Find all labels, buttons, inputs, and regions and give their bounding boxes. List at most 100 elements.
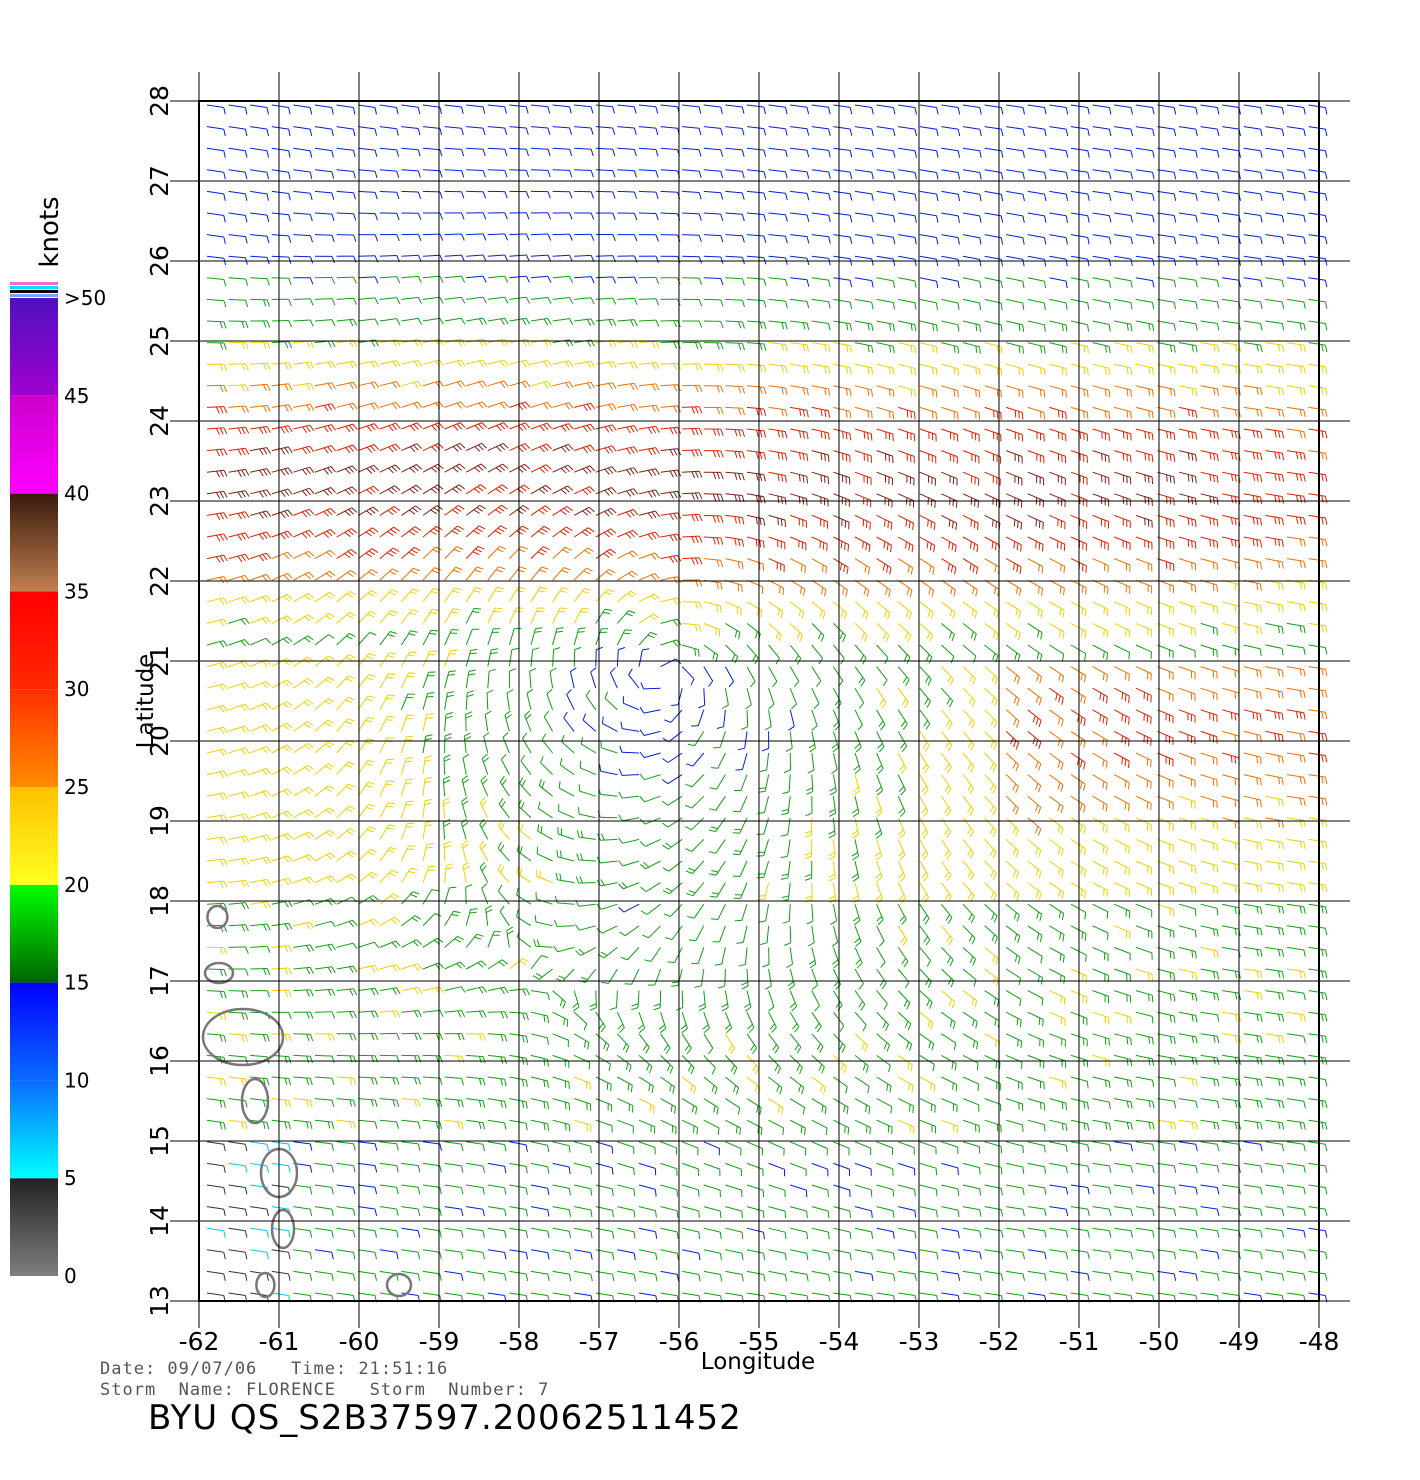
wind-barb-flag [930,612,934,620]
wind-barb-flag [241,533,246,540]
wind-barb-flag [698,1189,700,1197]
wind-barb-flag [392,988,397,995]
wind-barb-flag [223,748,228,756]
wind-barb [314,1011,333,1013]
wind-barb-flag [542,546,550,551]
wind-barb-flag [1015,586,1019,594]
wind-barb-flag [904,632,909,640]
wind-barb [697,709,705,726]
wind-barb [552,587,563,603]
wind-barb-flag [971,609,975,617]
wind-barb-flag [905,610,909,617]
wind-barb-flag [481,843,487,850]
wind-barb [622,860,640,867]
wind-barb [1178,1141,1196,1145]
wind-barb [854,1162,872,1170]
wind-barb [660,576,678,581]
wind-barb-flag [1038,1017,1041,1025]
wind-barb [552,1119,570,1125]
wind-barb [585,968,597,983]
wind-barb [293,614,309,624]
wind-barb-flag [499,545,507,550]
wind-barb [444,986,462,992]
wind-barb-flag [494,530,502,535]
wind-barb-flag [413,546,421,552]
wind-barb [789,947,793,965]
wind-barb-flag [989,784,994,791]
wind-barb-flag [603,532,610,538]
wind-barb-flag [658,1024,665,1030]
wind-barb-flag [1108,1102,1111,1110]
wind-barb-flag [521,779,526,787]
wind-barb [833,1119,849,1129]
wind-barb-flag [473,590,481,593]
wind-barb-flag [606,550,613,556]
wind-barb-flag [1080,889,1083,897]
wind-barb-flag [844,1125,846,1134]
wind-barb [962,925,976,939]
wind-barb [379,631,391,646]
wind-barb-flag [774,1064,779,1072]
wind-barb-flag [537,551,545,556]
wind-barb-flag [1121,714,1124,722]
wind-barb-flag [650,595,657,601]
wind-barb [984,903,998,917]
wind-barb-flag [374,1273,377,1281]
wind-barb [1308,644,1326,648]
wind-barb-flag [482,1100,486,1108]
wind-barb-flag [974,611,978,619]
wind-barb-flag [262,725,268,732]
wind-barb [357,848,371,862]
wind-barb [1005,990,1022,1000]
wind-barb-flag [975,567,979,575]
wind-barb [1308,1270,1326,1275]
wind-barb [552,1206,570,1211]
wind-barb [681,666,695,680]
wind-barb [1286,903,1304,908]
wind-barb-flag [1299,603,1302,611]
wind-barb-flag [1015,786,1019,793]
wind-barb [1286,1054,1304,1059]
wind-barb [293,721,308,732]
wind-barb [336,1249,354,1253]
wind-barb [443,757,446,775]
wind-barb-flag [1274,538,1277,546]
wind-barb-flag [951,1061,954,1069]
wind-barb-flag [547,1015,549,1024]
wind-barb [1049,752,1064,764]
wind-barb [228,617,245,624]
wind-barb-flag [846,1107,849,1115]
wind-barb-flag [455,566,463,571]
wind-barb-flag [408,551,415,557]
wind-barb [570,671,575,689]
wind-barb [941,1227,959,1232]
wind-barb-flag [266,856,272,864]
wind-barb-flag [929,543,932,551]
wind-barb [271,1270,289,1275]
wind-barb [768,1119,784,1129]
wind-barb-flag [368,874,375,879]
wind-barb [768,709,772,727]
wind-barb-flag [856,962,863,969]
wind-barb-flag [781,873,789,877]
wind-barb [444,1010,462,1013]
wind-barb [1092,860,1108,870]
wind-barb-flag [1321,862,1324,870]
wind-barb [1113,838,1130,848]
wind-barb-flag [606,1082,609,1090]
wind-barb-flag [1324,625,1328,633]
wind-barb [271,877,289,884]
wind-barb-flag [828,834,836,839]
wind-barb-flag [392,965,398,972]
wind-barb [573,587,585,603]
wind-barb [919,752,930,768]
wind-barb [509,958,524,970]
wind-barb-flag [1143,692,1145,700]
wind-barb [1092,752,1108,763]
wind-barb-flag [500,844,505,852]
wind-barb-flag [241,1078,244,1086]
wind-barb [401,1119,419,1123]
wind-barb-flag [516,909,519,917]
wind-barb-flag [347,852,354,858]
wind-barb-flag [655,1231,658,1239]
